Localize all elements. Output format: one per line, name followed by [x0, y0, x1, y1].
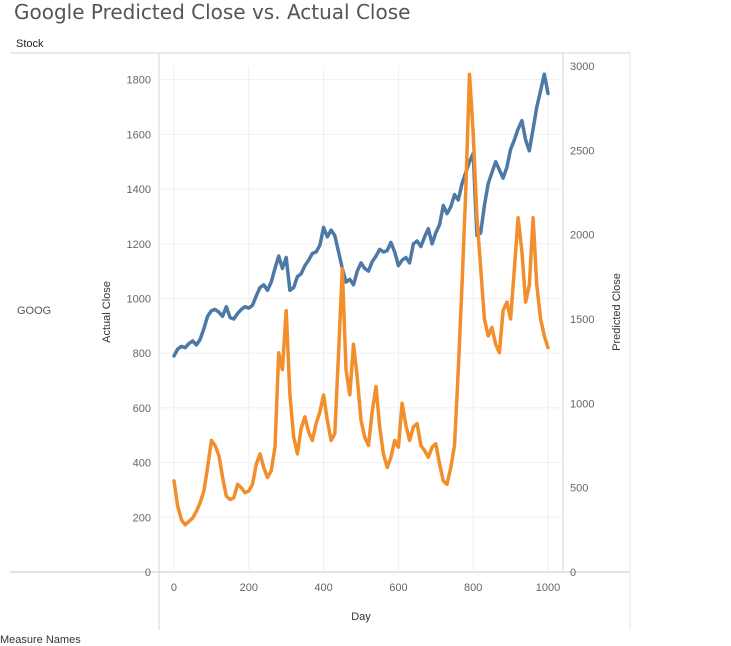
chart-title: Google Predicted Close vs. Actual Close	[14, 0, 411, 24]
column-header-stock: Stock	[16, 38, 44, 50]
y-left-tick-label: 0	[145, 567, 151, 579]
y-left-tick-label: 1000	[127, 293, 151, 305]
x-tick-label: 800	[464, 582, 482, 594]
y-right-tick-label: 500	[570, 483, 588, 495]
x-axis-title: Day	[351, 611, 371, 623]
series-line-actual-close[interactable]	[172, 72, 550, 358]
y-right-tick-label: 2500	[570, 145, 594, 157]
y-left-tick-label: 1400	[127, 184, 151, 196]
legend-title[interactable]: Measure Names	[0, 634, 81, 646]
y-left-tick-label: 1800	[127, 75, 151, 87]
y-right-tick-label: 2000	[570, 230, 594, 242]
axes: 0 200 400 600 800 1000 1200 1400 1600 1800 0 200 400…	[127, 61, 595, 594]
y-axis-title-right: Predicted Close	[611, 273, 623, 351]
y-left-tick-label: 800	[133, 348, 151, 360]
row-label-goog: GOOG	[17, 305, 52, 317]
x-tick-label: 1000	[536, 582, 560, 594]
x-tick-label: 600	[389, 582, 407, 594]
series-lines[interactable]	[172, 72, 550, 527]
y-right-tick-label: 1500	[570, 314, 594, 326]
y-right-tick-label: 3000	[570, 61, 594, 73]
y-right-tick-label: 1000	[570, 398, 594, 410]
series-line-predicted-close[interactable]	[172, 72, 550, 527]
x-tick-label: 0	[171, 582, 177, 594]
x-tick-label: 200	[240, 582, 258, 594]
y-left-tick-label: 200	[133, 512, 151, 524]
y-axis-title-left: Actual Close	[101, 281, 113, 343]
y-left-tick-label: 1600	[127, 129, 151, 141]
x-tick-label: 400	[314, 582, 332, 594]
y-right-tick-label: 0	[570, 567, 576, 579]
y-left-tick-label: 1200	[127, 239, 151, 251]
y-left-tick-label: 600	[133, 403, 151, 415]
chart-frame	[10, 52, 631, 630]
y-left-tick-label: 400	[133, 458, 151, 470]
